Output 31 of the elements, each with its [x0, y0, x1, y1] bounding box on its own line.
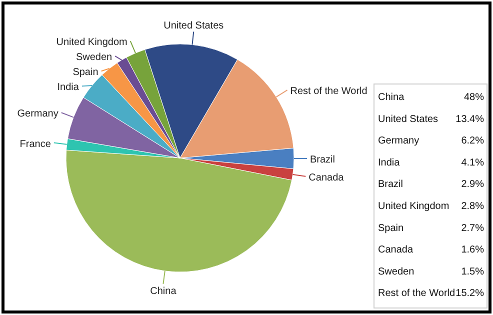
category-label: Brazil [378, 179, 404, 190]
category-label: Sweden [378, 266, 414, 278]
text: 13.4% [456, 114, 484, 125]
slice-label: Spain [72, 67, 98, 78]
text: 4.1% [461, 157, 484, 168]
text: 1.6% [461, 244, 484, 256]
category-label: United States [378, 114, 438, 125]
slice-label: Canada [308, 172, 344, 184]
text: 1.5% [461, 266, 484, 278]
slice-label: Rest of the World [290, 86, 368, 98]
slice-label: Germany [17, 108, 58, 120]
category-label: China [378, 92, 405, 103]
slice-label: Sweden [76, 52, 112, 64]
category-label: Spain [378, 222, 404, 234]
slice-label: India [57, 82, 80, 94]
slice-label: China [150, 286, 177, 297]
slice-label: France [20, 138, 52, 150]
text: 6.2% [461, 136, 484, 147]
text: 48% [464, 92, 484, 103]
text: 2.8% [461, 201, 484, 212]
text: 2.9% [461, 179, 484, 190]
text: 15.2% [456, 288, 484, 300]
category-label: Rest of the World [378, 288, 456, 300]
slice-label: United Kingdom [56, 37, 128, 48]
category-label: Germany [378, 136, 420, 147]
category-label: India [378, 157, 400, 168]
slice-label: Brazil [310, 154, 336, 166]
text: 2.7% [461, 222, 484, 234]
slice-label: United States [164, 20, 224, 32]
category-label: Canada [378, 244, 414, 256]
category-label: United Kingdom [378, 201, 450, 212]
